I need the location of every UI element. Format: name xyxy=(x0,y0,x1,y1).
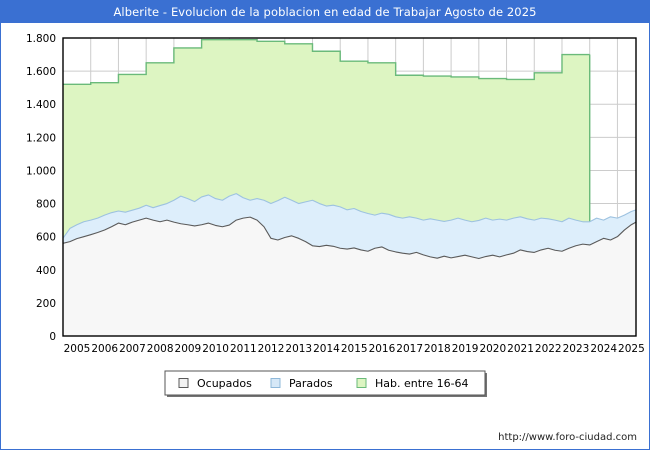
x-axis-labels: 2005 2006 2007 2008 2009 2010 2011 2012 2013 2014… xyxy=(64,343,645,355)
y-axis-tick-label: 1.000 xyxy=(26,165,56,177)
y-axis-tick-label: 1.400 xyxy=(26,99,56,111)
population-evolution-chart: 0 200 400 600 800 1.000 1.200 1.400 1.600 1.800 2… xyxy=(26,33,645,397)
x-axis-tick-label: 2005 xyxy=(64,343,91,355)
x-axis-tick-label: 2014 xyxy=(313,343,340,355)
legend-item-label: Ocupados xyxy=(197,377,252,390)
x-axis-tick-label: 2022 xyxy=(535,343,562,355)
y-axis-labels: 0 200 400 600 800 1.000 1.200 1.400 1.600 1.800 xyxy=(26,33,56,343)
legend-swatch xyxy=(356,378,367,388)
legend-swatch xyxy=(270,378,281,388)
x-axis-tick-label: 2017 xyxy=(396,343,423,355)
series-areas xyxy=(62,38,637,337)
chart-legend: Ocupados Parados Hab. entre 16-64 xyxy=(164,370,487,397)
x-axis-tick-label: 2018 xyxy=(424,343,451,355)
y-axis-tick-label: 0 xyxy=(49,331,56,343)
legend-item-label: Hab. entre 16-64 xyxy=(375,377,469,390)
y-axis-tick-label: 1.600 xyxy=(26,66,56,78)
y-axis-tick-label: 200 xyxy=(36,298,56,310)
y-axis-tick-label: 1.200 xyxy=(26,132,56,144)
x-axis-tick-label: 2020 xyxy=(479,343,506,355)
x-axis-tick-label: 2009 xyxy=(175,343,202,355)
x-axis-tick-label: 2015 xyxy=(341,343,368,355)
x-axis-tick-label: 2021 xyxy=(507,343,534,355)
x-axis-tick-label: 2008 xyxy=(147,343,174,355)
y-axis-tick-label: 400 xyxy=(36,265,56,277)
y-axis-tick-label: 800 xyxy=(36,199,56,211)
y-axis-tick-label: 1.800 xyxy=(26,33,56,45)
plot-frame xyxy=(62,37,637,337)
x-axis-tick-label: 2024 xyxy=(590,343,617,355)
x-axis-tick-label: 2010 xyxy=(202,343,229,355)
source-url: http://www.foro-ciudad.com xyxy=(498,432,637,443)
chart-plot-area: 0 200 400 600 800 1.000 1.200 1.400 1.600 1.800 2… xyxy=(1,23,649,428)
x-axis-tick-label: 2013 xyxy=(285,343,312,355)
x-axis-tick-label: 2006 xyxy=(91,343,118,355)
x-axis-tick-label: 2012 xyxy=(258,343,285,355)
x-axis-tick-label: 2016 xyxy=(369,343,396,355)
page-title: Alberite - Evolucion de la poblacion en … xyxy=(113,5,537,19)
x-axis-tick-label: 2011 xyxy=(230,343,257,355)
y-axis-tick-label: 600 xyxy=(36,232,56,244)
x-axis-tick-label: 2023 xyxy=(563,343,590,355)
x-axis-tick-label: 2025 xyxy=(618,343,645,355)
legend-swatch xyxy=(178,378,189,388)
x-axis-tick-label: 2019 xyxy=(452,343,479,355)
legend-item-label: Parados xyxy=(289,377,333,390)
x-axis-tick-label: 2007 xyxy=(119,343,146,355)
window-title-bar: Alberite - Evolucion de la poblacion en … xyxy=(1,1,649,23)
